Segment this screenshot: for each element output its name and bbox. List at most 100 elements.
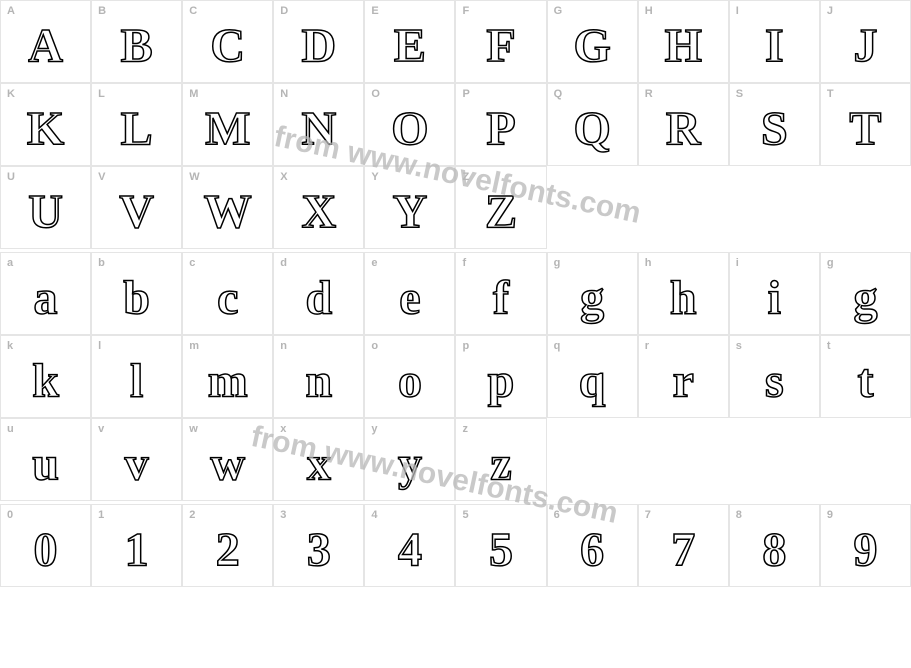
glyph-label: c: [189, 257, 195, 269]
glyph-character: c: [217, 270, 238, 325]
glyph-cell: tt: [820, 335, 911, 418]
glyph-cell: 33: [273, 504, 364, 587]
glyph-character: 9: [853, 522, 877, 577]
glyph-label: X: [280, 171, 287, 183]
glyph-label: O: [371, 88, 380, 100]
glyph-cell: UU: [0, 166, 91, 249]
glyph-cell: JJ: [820, 0, 911, 83]
glyph-label: B: [98, 5, 106, 17]
glyph-cell: bb: [91, 252, 182, 335]
glyph-character: Y: [393, 184, 428, 239]
glyph-section-lowercase: aabbccddeeffgghhiiggkkllmmnnooppqqrrsstt…: [0, 252, 911, 501]
glyph-label: S: [736, 88, 743, 100]
glyph-character: G: [573, 18, 610, 73]
glyph-label: y: [371, 423, 377, 435]
glyph-label: k: [7, 340, 13, 352]
glyph-label: M: [189, 88, 198, 100]
glyph-character: X: [302, 184, 337, 239]
glyph-character: v: [125, 436, 149, 491]
glyph-cell: 77: [638, 504, 729, 587]
glyph-label: E: [371, 5, 378, 17]
glyph-cell: mm: [182, 335, 273, 418]
glyph-character: r: [673, 353, 694, 408]
glyph-label: v: [98, 423, 104, 435]
glyph-label: 3: [280, 509, 286, 521]
glyph-cell: 22: [182, 504, 273, 587]
glyph-label: x: [280, 423, 286, 435]
glyph-label: A: [7, 5, 15, 17]
glyph-character: y: [398, 436, 422, 491]
glyph-character: d: [305, 270, 332, 325]
glyph-character: e: [399, 270, 420, 325]
glyph-label: 4: [371, 509, 377, 521]
glyph-cell: ii: [729, 252, 820, 335]
glyph-character: K: [27, 101, 64, 156]
glyph-character: z: [490, 436, 511, 491]
glyph-character: T: [849, 101, 881, 156]
glyph-label: 8: [736, 509, 742, 521]
glyph-cell: NN: [273, 83, 364, 166]
glyph-section-uppercase: AABBCCDDEEFFGGHHIIJJKKLLMMNNOOPPQQRRSSTT…: [0, 0, 911, 249]
glyph-character: O: [391, 101, 428, 156]
glyph-label: b: [98, 257, 105, 269]
glyph-cell: oo: [364, 335, 455, 418]
glyph-cell: HH: [638, 0, 729, 83]
glyph-label: f: [462, 257, 466, 269]
glyph-cell: ll: [91, 335, 182, 418]
glyph-character: U: [28, 184, 63, 239]
glyph-character: u: [32, 436, 59, 491]
glyph-character: A: [28, 18, 63, 73]
glyph-character: I: [765, 18, 784, 73]
glyph-cell: CC: [182, 0, 273, 83]
glyph-label: T: [827, 88, 834, 100]
glyph-label: z: [462, 423, 468, 435]
glyph-label: g: [827, 257, 834, 269]
glyph-label: H: [645, 5, 653, 17]
glyph-cell: vv: [91, 418, 182, 501]
glyph-label: s: [736, 340, 742, 352]
glyph-label: K: [7, 88, 15, 100]
glyph-cell: zz: [455, 418, 546, 501]
glyph-cell: 55: [455, 504, 546, 587]
glyph-label: 6: [554, 509, 560, 521]
glyph-label: N: [280, 88, 288, 100]
glyph-cell: cc: [182, 252, 273, 335]
glyph-character: D: [302, 18, 337, 73]
glyph-character: S: [761, 101, 788, 156]
glyph-label: Z: [462, 171, 469, 183]
glyph-label: J: [827, 5, 833, 17]
glyph-character: E: [394, 18, 426, 73]
glyph-label: o: [371, 340, 378, 352]
glyph-cell: RR: [638, 83, 729, 166]
glyph-cell: 99: [820, 504, 911, 587]
glyph-cell: SS: [729, 83, 820, 166]
glyph-label: P: [462, 88, 469, 100]
glyph-character: 1: [125, 522, 149, 577]
glyph-character: 7: [671, 522, 695, 577]
glyph-section-digits: 00112233445566778899: [0, 504, 911, 587]
glyph-character: s: [765, 353, 784, 408]
glyph-cell: gg: [547, 252, 638, 335]
glyph-character: M: [205, 101, 250, 156]
glyph-character: B: [121, 18, 153, 73]
glyph-cell: qq: [547, 335, 638, 418]
glyph-label: C: [189, 5, 197, 17]
glyph-label: d: [280, 257, 287, 269]
glyph-cell: PP: [455, 83, 546, 166]
glyph-character: R: [666, 101, 701, 156]
glyph-cell: MM: [182, 83, 273, 166]
glyph-label: 7: [645, 509, 651, 521]
glyph-label: e: [371, 257, 377, 269]
glyph-cell: ss: [729, 335, 820, 418]
glyph-character: w: [210, 436, 245, 491]
glyph-label: U: [7, 171, 15, 183]
glyph-character: a: [34, 270, 58, 325]
glyph-cell: QQ: [547, 83, 638, 166]
glyph-character: 0: [34, 522, 58, 577]
glyph-cell: hh: [638, 252, 729, 335]
glyph-cell: TT: [820, 83, 911, 166]
glyph-cell: OO: [364, 83, 455, 166]
font-character-map: AABBCCDDEEFFGGHHIIJJKKLLMMNNOOPPQQRRSSTT…: [0, 0, 911, 587]
glyph-label: p: [462, 340, 469, 352]
glyph-cell: DD: [273, 0, 364, 83]
